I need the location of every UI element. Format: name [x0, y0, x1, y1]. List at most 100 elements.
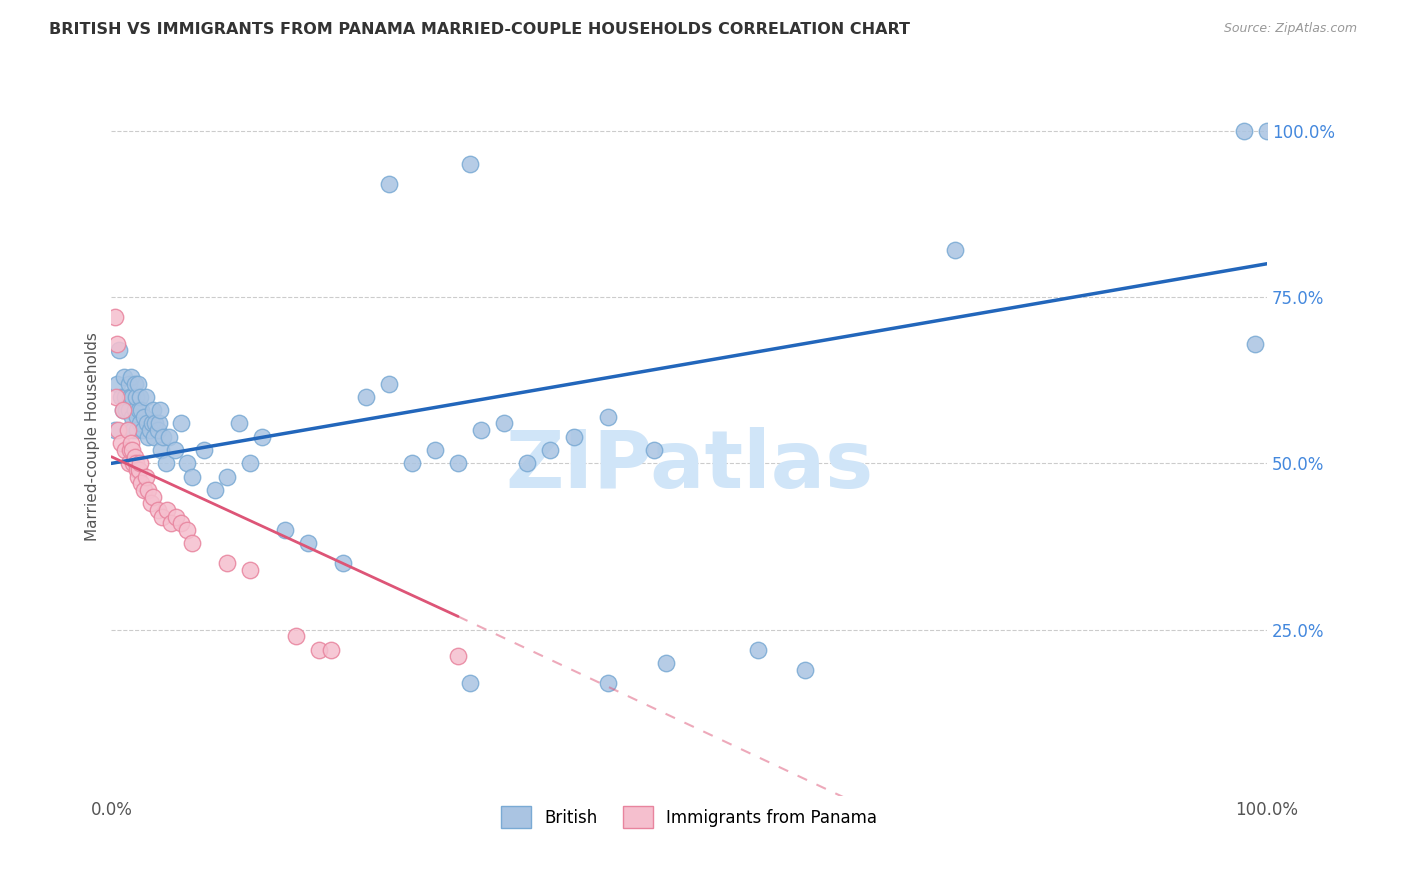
Point [105, 376, 128, 391]
Point [127, 376, 149, 391]
Point [104, 423, 127, 437]
Point [118, 403, 141, 417]
Point [150, 509, 173, 524]
Legend: British, Immigrants from Panama: British, Immigrants from Panama [495, 800, 884, 835]
Point [117, 423, 139, 437]
Text: Source: ZipAtlas.com: Source: ZipAtlas.com [1223, 22, 1357, 36]
Point [193, 443, 215, 458]
Point [250, 430, 273, 444]
Point [135, 469, 157, 483]
Point [129, 390, 152, 404]
Text: ZIPatlas: ZIPatlas [505, 426, 873, 505]
Point [160, 516, 183, 531]
Point [124, 450, 146, 464]
Point [138, 430, 160, 444]
Point [135, 390, 157, 404]
Point [138, 423, 160, 437]
Point [458, 157, 481, 171]
Point [793, 663, 815, 677]
Point [1256, 123, 1278, 137]
Point [1244, 336, 1267, 351]
Point [598, 676, 620, 690]
Point [239, 563, 262, 577]
Point [117, 423, 139, 437]
Point [297, 536, 319, 550]
Point [176, 456, 198, 470]
Point [181, 536, 204, 550]
Point [142, 403, 165, 417]
Point [122, 423, 145, 437]
Point [152, 430, 174, 444]
Point [121, 409, 143, 424]
Point [655, 656, 678, 670]
Point [181, 469, 204, 483]
Point [138, 483, 160, 497]
Point [470, 423, 492, 437]
Point [125, 409, 148, 424]
Point [120, 370, 142, 384]
Point [516, 456, 538, 470]
Point [176, 523, 198, 537]
Point [122, 456, 145, 470]
Point [148, 417, 170, 431]
Point [143, 417, 166, 431]
Point [170, 417, 193, 431]
Point [124, 390, 146, 404]
Point [146, 503, 169, 517]
Point [131, 423, 153, 437]
Point [128, 403, 150, 417]
Point [215, 469, 238, 483]
Point [319, 642, 342, 657]
Point [110, 390, 132, 404]
Point [131, 476, 153, 491]
Point [124, 403, 146, 417]
Point [125, 423, 148, 437]
Point [170, 516, 193, 531]
Point [124, 456, 146, 470]
Point [132, 409, 155, 424]
Point [228, 417, 250, 431]
Point [128, 463, 150, 477]
Point [121, 443, 143, 458]
Point [163, 443, 186, 458]
Point [274, 523, 297, 537]
Point [108, 343, 131, 358]
Point [150, 443, 173, 458]
Point [157, 430, 180, 444]
Point [143, 430, 166, 444]
Point [643, 443, 665, 458]
Point [111, 403, 134, 417]
Point [114, 443, 136, 458]
Point [111, 403, 134, 417]
Point [139, 496, 162, 510]
Point [562, 430, 585, 444]
Point [112, 370, 135, 384]
Point [146, 423, 169, 437]
Point [423, 443, 446, 458]
Point [105, 390, 128, 404]
Point [285, 629, 308, 643]
Point [540, 443, 562, 458]
Point [118, 456, 141, 470]
Point [747, 642, 769, 657]
Point [120, 436, 142, 450]
Point [165, 509, 187, 524]
Point [125, 463, 148, 477]
Point [132, 483, 155, 497]
Point [118, 376, 141, 391]
Point [204, 483, 226, 497]
Point [332, 556, 354, 570]
Point [124, 376, 146, 391]
Point [377, 376, 399, 391]
Point [127, 469, 149, 483]
Point [104, 310, 127, 324]
Point [598, 409, 620, 424]
Point [118, 390, 141, 404]
Point [131, 403, 153, 417]
Point [129, 417, 152, 431]
Text: BRITISH VS IMMIGRANTS FROM PANAMA MARRIED-COUPLE HOUSEHOLDS CORRELATION CHART: BRITISH VS IMMIGRANTS FROM PANAMA MARRIE… [49, 22, 910, 37]
Point [943, 244, 966, 258]
Point [377, 177, 399, 191]
Point [494, 417, 516, 431]
Point [401, 456, 423, 470]
